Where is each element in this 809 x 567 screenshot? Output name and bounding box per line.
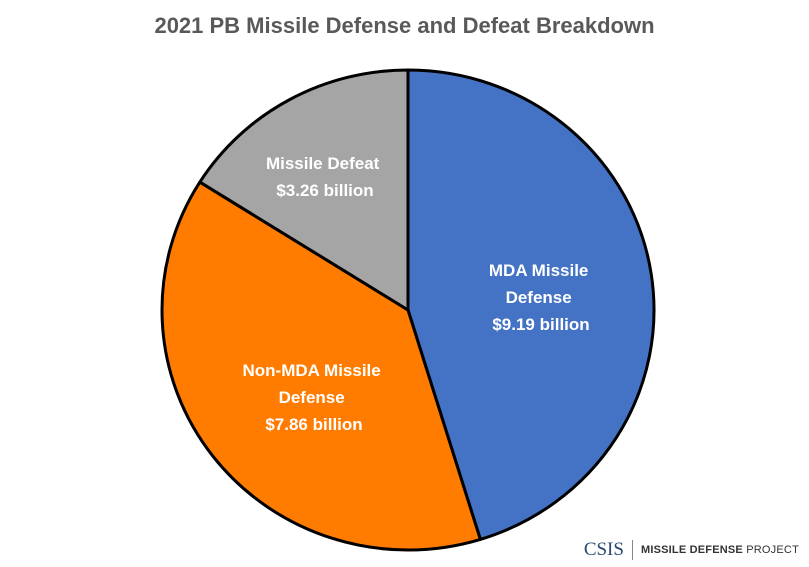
chart-title: 2021 PB Missile Defense and Defeat Break…	[154, 13, 655, 38]
pie-slice-mda-missile-defense	[406, 68, 656, 541]
slice-label-missile-defeat: Missile Defeat $3.26 billion	[266, 154, 384, 200]
slice-label-non-mda: Non-MDA Missile Defense $7.86 billion	[243, 361, 386, 434]
slice-label-mda: MDA Missile Defense $9.19 billion	[489, 261, 593, 334]
logo-project: MISSILE DEFENSE PROJECT	[640, 544, 799, 556]
logo-org: CSIS	[583, 539, 624, 560]
csis-logo: CSIS MISSILE DEFENSE PROJECT	[584, 539, 799, 561]
logo-divider	[631, 540, 633, 560]
pie-slice-non-mda-missile-defense	[160, 180, 482, 552]
pie-slice-missile-defeat	[198, 68, 410, 312]
